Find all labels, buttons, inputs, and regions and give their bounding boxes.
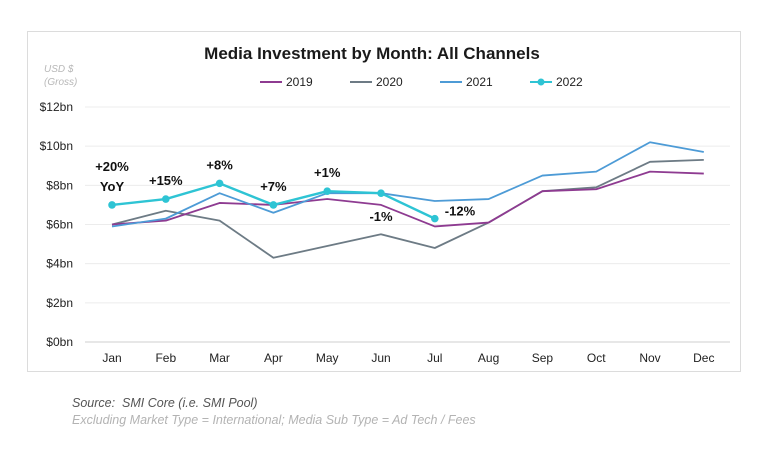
legend-item: 2021 [440, 75, 493, 89]
annotation-label: +15% [149, 173, 183, 188]
x-tick-label: Aug [478, 351, 499, 365]
data-point-2022 [323, 187, 332, 196]
legend-label: 2020 [376, 75, 403, 89]
y-tick-label: $8bn [46, 178, 73, 192]
gridlines [85, 106, 730, 343]
y-tick-label: $6bn [46, 218, 73, 232]
x-tick-label: Dec [693, 351, 714, 365]
chart-frame: Media Investment by Month: All Channels … [27, 31, 741, 372]
source-text: SMI Core (i.e. SMI Pool) [122, 396, 258, 410]
data-point-2022 [269, 201, 278, 209]
annotation-label: -12% [445, 204, 476, 219]
source-label: Source: [72, 396, 116, 410]
legend-label: 2019 [286, 75, 313, 89]
legend-item: 2022 [530, 75, 583, 89]
annotation-label: +20% [95, 159, 129, 174]
legend-marker [537, 78, 545, 86]
y-tick-label: $0bn [46, 335, 73, 349]
chart-title: Media Investment by Month: All Channels [204, 44, 540, 63]
x-tick-label: Mar [209, 351, 230, 365]
data-point-2022 [377, 189, 385, 197]
legend-label: 2021 [466, 75, 493, 89]
series-line-2021 [111, 141, 704, 228]
annotation-label: +8% [206, 157, 233, 172]
annotation-label: +7% [260, 179, 287, 194]
series-line-2020 [111, 158, 704, 259]
legend-label: 2022 [556, 75, 583, 89]
data-point-2022 [108, 201, 116, 209]
x-tick-label: May [316, 351, 339, 365]
source-block: Source: SMI Core (i.e. SMI Pool) Excludi… [72, 396, 476, 427]
annotation-label: YoY [100, 179, 125, 194]
source-line: Source: SMI Core (i.e. SMI Pool) [72, 396, 476, 410]
x-tick-label: Jul [427, 351, 442, 365]
y-axis-label-line-1: USD $ [44, 64, 74, 75]
series-line-2019 [111, 170, 704, 228]
series-lines [108, 141, 704, 259]
legend-item: 2020 [350, 75, 403, 89]
x-tick-label: Jun [371, 351, 390, 365]
legend-item: 2019 [260, 75, 313, 89]
y-axis-ticks: $0bn $2bn $4bn $6bn $8bn $10bn $12bn [40, 100, 73, 349]
x-tick-label: Nov [639, 351, 660, 365]
y-tick-label: $2bn [46, 296, 73, 310]
y-tick-label: $12bn [40, 100, 73, 114]
annotation-label: +1% [314, 165, 341, 180]
annotation-label: -1% [369, 209, 393, 224]
y-axis-label-line-2: (Gross) [44, 77, 77, 88]
x-tick-label: Apr [264, 351, 283, 365]
line-chart: Media Investment by Month: All Channels … [40, 44, 730, 365]
x-axis-ticks: Jan Feb Mar Apr May Jun Jul Aug Sep Oct Nov Dec [102, 351, 714, 365]
data-point-2022 [431, 214, 439, 223]
legend: 2019 2020 2021 2022 [260, 75, 583, 89]
x-tick-label: Jan [102, 351, 121, 365]
x-tick-label: Sep [532, 351, 554, 365]
x-tick-label: Feb [155, 351, 176, 365]
data-point-2022 [215, 179, 224, 188]
y-tick-label: $10bn [40, 139, 73, 153]
data-point-2022 [162, 195, 170, 203]
source-note: Excluding Market Type = International; M… [72, 413, 476, 427]
y-tick-label: $4bn [46, 257, 73, 271]
x-tick-label: Oct [587, 351, 606, 365]
annotations: +20% YoY +15% +8% +7% +1% -1% -12% [95, 157, 475, 224]
